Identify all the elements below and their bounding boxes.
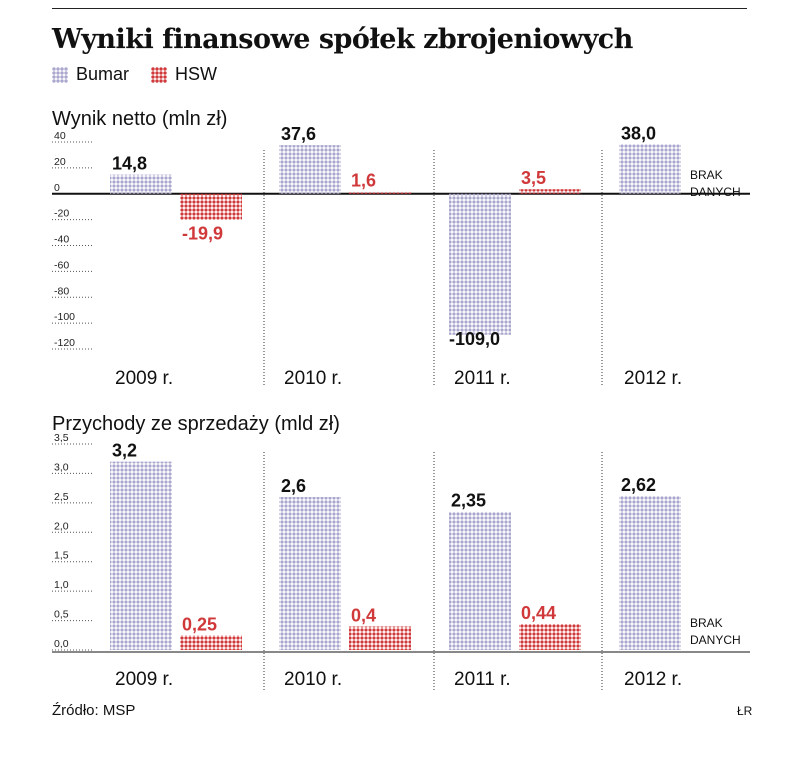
y-tick-label: 3,0 (54, 461, 69, 473)
value-label-hsw: 0,44 (521, 603, 556, 623)
legend-label-bumar: Bumar (76, 64, 130, 84)
chart-net-result: 40 20 0 -20 -40 -60 -80 -100 -120 14,8 -19,9 2009 r… (52, 124, 750, 389)
legend-item-bumar: Bumar (52, 64, 129, 85)
value-label-bumar: -109,0 (449, 329, 500, 349)
value-label-bumar: 2,35 (451, 491, 486, 511)
category-label: 2011 r. (454, 368, 511, 389)
y-tick-label: 1,0 (54, 579, 69, 591)
top-rule (52, 8, 747, 9)
bar-bumar (279, 145, 341, 194)
bar-hsw (180, 193, 242, 220)
bar-bumar (449, 193, 511, 335)
y-tick-label: -100 (54, 311, 75, 323)
y-tick-label: 0,0 (54, 638, 69, 650)
category-label: 2011 r. (454, 669, 511, 690)
page-title: Wyniki finansowe spółek zbrojeniowych (52, 24, 633, 55)
category-label: 2009 r. (115, 368, 173, 389)
no-data-label: DANYCH (690, 633, 741, 647)
y-tick-label: 3,5 (54, 432, 69, 444)
value-label-hsw: 0,25 (182, 614, 217, 634)
legend-swatch-hsw (151, 66, 168, 83)
chart-revenue: 3,5 3,0 2,5 2,0 1,5 1,0 0,5 0,0 3,2 0,25 2009 r. 2,… (52, 432, 750, 690)
y-tick-label: 0 (54, 182, 60, 194)
value-label-hsw: 1,6 (351, 171, 376, 191)
y-tick-label: 20 (54, 156, 66, 168)
value-label-bumar: 37,6 (281, 124, 316, 144)
legend-label-hsw: HSW (175, 64, 218, 84)
bar-bumar (619, 495, 681, 650)
bar-hsw (519, 624, 581, 650)
bar-bumar (110, 174, 172, 194)
no-data-label: DANYCH (690, 185, 741, 199)
chart1-title: Wynik netto (mln zł) (52, 108, 228, 130)
value-label-bumar: 3,2 (112, 441, 137, 461)
bar-bumar (279, 496, 341, 650)
category-label: 2012 r. (624, 669, 682, 690)
value-label-bumar: 2,6 (281, 476, 306, 496)
y-tick-label: -20 (54, 208, 69, 220)
value-label-hsw: 0,4 (351, 605, 376, 625)
bar-bumar (449, 511, 511, 650)
y-tick-label: 0,5 (54, 609, 69, 621)
bar-hsw (349, 626, 411, 650)
legend-swatch-bumar (52, 66, 68, 83)
value-label-bumar: 38,0 (621, 124, 656, 144)
value-label-bumar: 2,62 (621, 475, 656, 495)
y-tick-label: -60 (54, 259, 69, 271)
chart2-title: Przychody ze sprzedaży (mld zł) (52, 413, 340, 435)
legend-item-hsw: HSW (151, 64, 217, 85)
source-note: Źródło: MSP (52, 702, 136, 719)
author-credit: ŁR (737, 704, 753, 718)
y-tick-label: -40 (54, 234, 69, 246)
y-tick-label: 40 (54, 130, 66, 142)
value-label-bumar: 14,8 (112, 154, 147, 174)
bar-hsw (519, 189, 581, 194)
category-label: 2010 r. (284, 669, 342, 690)
y-tick-label: 2,5 (54, 491, 69, 503)
y-tick-label: -120 (54, 337, 75, 349)
no-data-label: BRAK (690, 616, 723, 630)
value-label-hsw: -19,9 (182, 223, 223, 243)
y-tick-label: 2,0 (54, 520, 69, 532)
bar-hsw (180, 635, 242, 650)
no-data-label: BRAK (690, 168, 723, 182)
bar-bumar (110, 461, 172, 650)
bar-hsw (349, 191, 411, 194)
category-label: 2012 r. (624, 368, 682, 389)
y-tick-label: 1,5 (54, 550, 69, 562)
bar-bumar (619, 144, 681, 194)
category-label: 2009 r. (115, 669, 173, 690)
legend: Bumar HSW (52, 64, 239, 85)
value-label-hsw: 3,5 (521, 168, 546, 188)
y-tick-label: -80 (54, 285, 69, 297)
category-label: 2010 r. (284, 368, 342, 389)
